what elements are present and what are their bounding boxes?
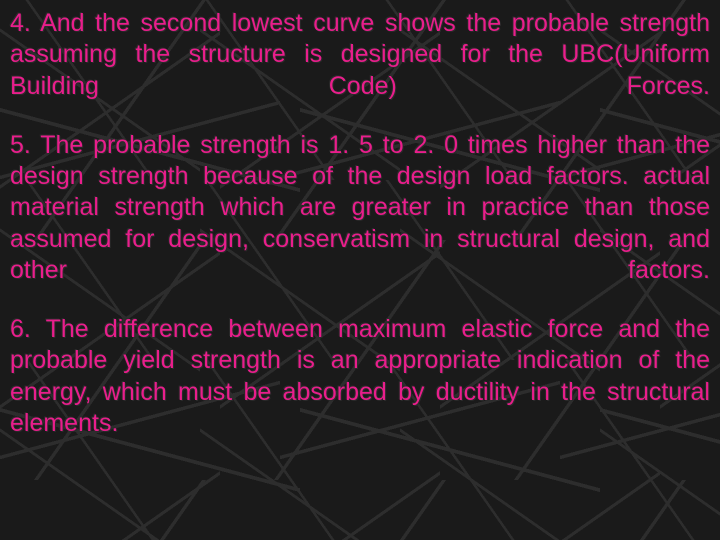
paragraph-4: 4. And the second lowest curve shows the… xyxy=(10,8,710,102)
paragraph-5: 5. The probable strength is 1. 5 to 2. 0… xyxy=(10,130,710,286)
paragraph-6: 6. The difference between maximum elasti… xyxy=(10,314,710,439)
paragraph-4-text: 4. And the second lowest curve shows the… xyxy=(10,9,710,100)
paragraph-5-text: 5. The probable strength is 1. 5 to 2. 0… xyxy=(10,131,710,284)
slide-content: 4. And the second lowest curve shows the… xyxy=(0,0,720,540)
paragraph-6-text: 6. The difference between maximum elasti… xyxy=(10,315,710,437)
